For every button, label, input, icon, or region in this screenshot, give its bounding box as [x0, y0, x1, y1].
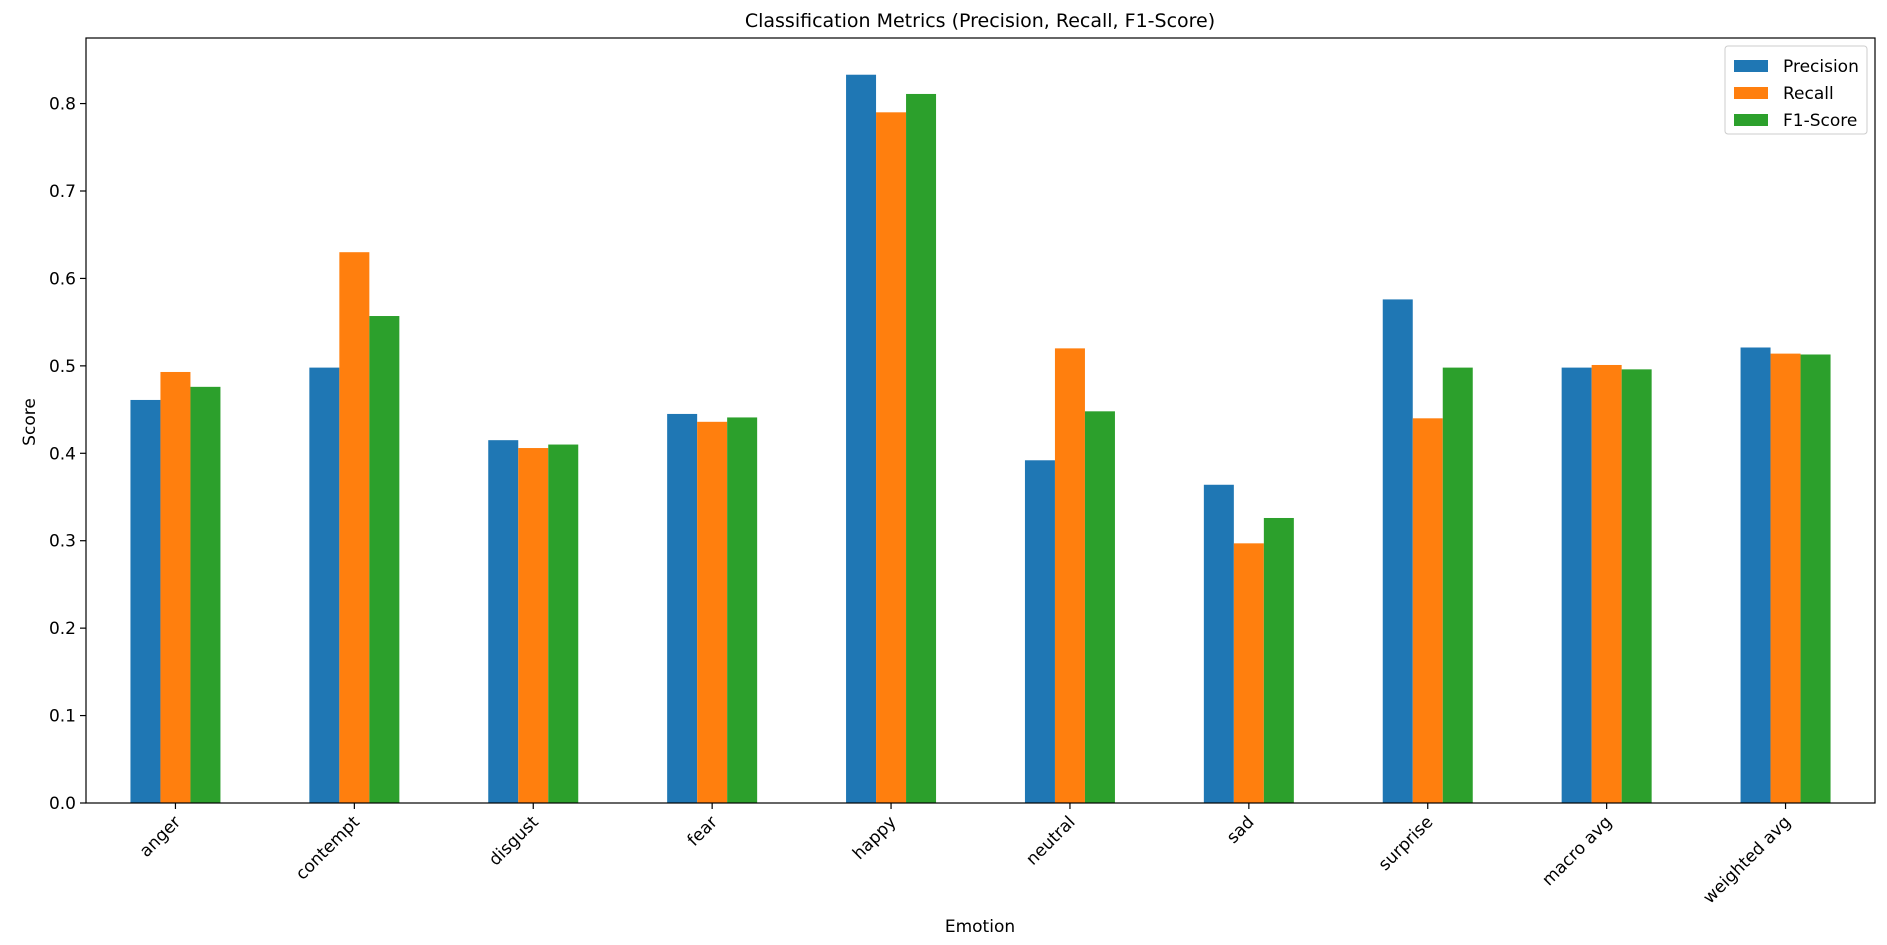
x-tick-label: sad [1223, 812, 1258, 847]
bar-precision-surprise [1382, 299, 1413, 803]
legend-swatch-recall [1734, 87, 1768, 99]
x-tick-label: weighted avg [1699, 812, 1795, 908]
legend: Precision Recall F1-Score [1724, 45, 1868, 135]
bar-precision-weighted-avg [1740, 347, 1771, 803]
y-tick-label: 0.6 [49, 269, 76, 289]
bar-recall-weighted-avg [1770, 353, 1801, 803]
bar-recall-happy [876, 112, 907, 804]
bar-f1-score-happy [906, 93, 937, 803]
bar-f1-score-surprise [1442, 367, 1473, 803]
legend-swatch-precision [1734, 60, 1768, 72]
bar-precision-fear [667, 413, 698, 803]
bar-f1-score-weighted-avg [1800, 354, 1831, 803]
x-tick-label: anger [136, 812, 185, 861]
chart-title: Classification Metrics (Precision, Recal… [745, 10, 1215, 32]
bar-precision-happy [846, 74, 877, 804]
bar-f1-score-disgust [548, 444, 579, 803]
bar-f1-score-sad [1263, 517, 1294, 803]
bar-precision-contempt [309, 367, 340, 803]
bar-precision-sad [1203, 484, 1234, 803]
x-tick-label: neutral [1022, 812, 1079, 869]
bar-recall-neutral [1054, 348, 1085, 803]
x-tick-label: fear [684, 812, 722, 850]
y-tick-label: 0.2 [49, 619, 76, 639]
legend-label-precision: Precision [1783, 57, 1859, 77]
bar-f1-score-macro-avg [1621, 369, 1652, 803]
legend-label-recall: Recall [1783, 84, 1834, 104]
bar-f1-score-anger [190, 386, 221, 803]
y-axis-label: Score [20, 398, 40, 446]
bar-precision-macro-avg [1561, 367, 1592, 803]
x-tick-label: surprise [1375, 812, 1438, 875]
x-tick-label: contempt [292, 812, 364, 884]
bar-recall-contempt [339, 252, 370, 803]
y-tick-label: 0.1 [49, 707, 76, 727]
y-tick-label: 0.4 [49, 444, 76, 464]
plot-frame [85, 37, 1876, 804]
bar-f1-score-fear [727, 417, 758, 803]
legend-label-f1-score: F1-Score [1783, 111, 1857, 131]
y-tick-label: 0.7 [49, 182, 76, 202]
x-tick-label: happy [849, 812, 901, 864]
bar-recall-macro-avg [1591, 364, 1622, 803]
bar-f1-score-neutral [1084, 411, 1115, 803]
y-tick-label: 0.8 [49, 95, 76, 115]
bar-recall-sad [1233, 543, 1264, 803]
bar-f1-score-contempt [369, 316, 400, 803]
y-tick-label: 0.5 [49, 357, 76, 377]
bar-recall-anger [160, 371, 191, 803]
y-tick-label: 0.0 [49, 794, 76, 814]
bar-recall-disgust [518, 448, 549, 803]
y-tick-label: 0.3 [49, 532, 76, 552]
legend-swatch-f1-score [1734, 114, 1768, 126]
bar-recall-surprise [1412, 418, 1443, 803]
x-tick-label: macro avg [1538, 812, 1616, 890]
bar-precision-disgust [488, 440, 519, 803]
bars-layer [130, 74, 1831, 804]
bar-recall-fear [697, 421, 728, 803]
bar-precision-anger [130, 399, 161, 803]
x-tick-label: disgust [485, 812, 543, 870]
x-axis-label: Emotion [945, 917, 1015, 937]
bar-precision-neutral [1024, 460, 1055, 803]
